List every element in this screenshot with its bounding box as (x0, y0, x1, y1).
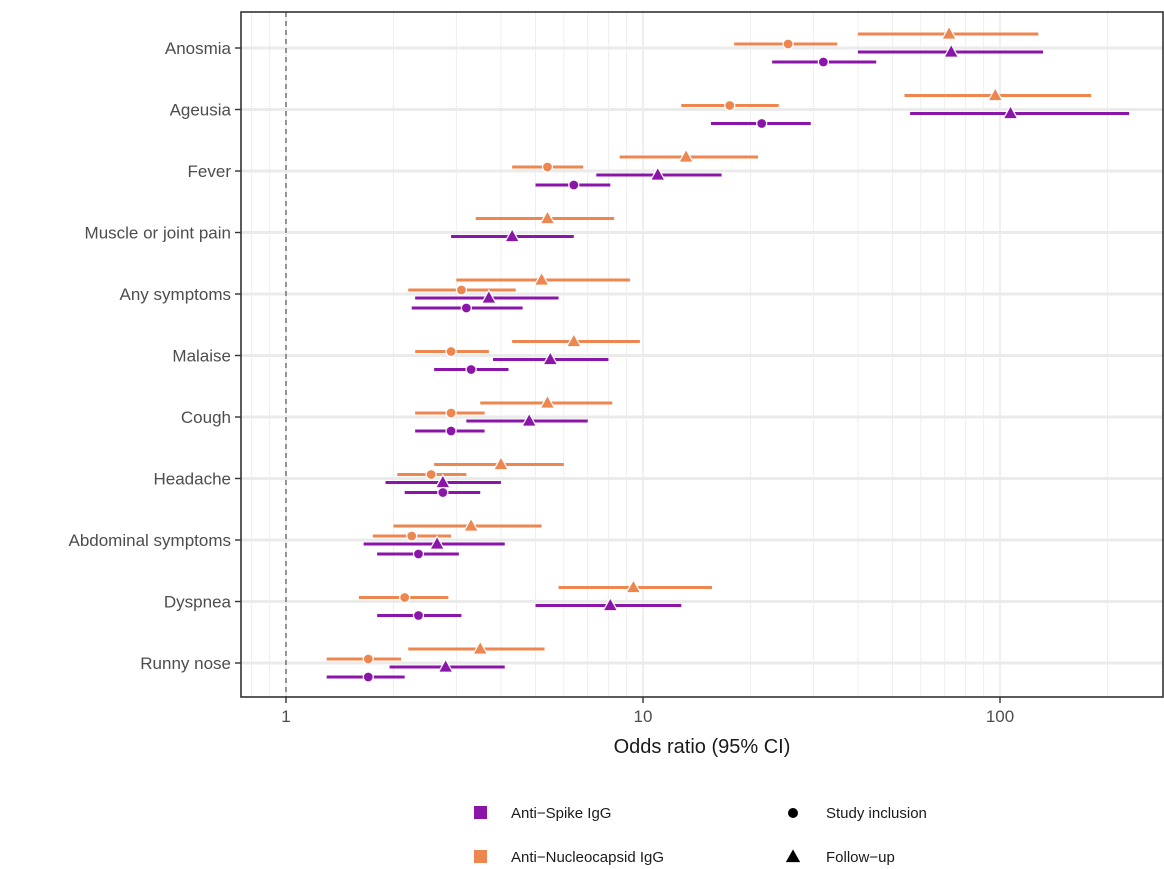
legend-triangle-marker (785, 849, 801, 863)
grid (241, 12, 1163, 697)
point-estimate-triangle (472, 640, 489, 655)
point-estimate-circle (756, 117, 768, 130)
point-estimate-triangle (940, 25, 958, 40)
point-estimate-triangle (649, 166, 666, 181)
point-estimate-circle (445, 425, 457, 437)
point-estimate-circle (425, 468, 437, 481)
point-estimate-triangle (539, 209, 556, 225)
legend-swatch (474, 850, 487, 863)
y-tick-label: Cough (181, 408, 231, 427)
point-estimate-circle (362, 671, 374, 683)
point-estimate-triangle (428, 535, 446, 550)
point-estimate-circle (437, 486, 449, 499)
point-estimate-triangle (943, 43, 960, 58)
point-estimate-circle (460, 302, 472, 314)
point-estimate-circle (782, 38, 794, 50)
x-tick-label: 1 (281, 707, 290, 726)
point-estimate-triangle (437, 658, 454, 673)
x-axis-title: Odds ratio (95% CI) (614, 736, 791, 758)
legend-label: Follow−up (826, 849, 895, 866)
point-estimate-triangle (602, 596, 619, 612)
point-estimate-circle (362, 653, 374, 665)
y-tick-label: Fever (188, 162, 232, 181)
legend-label: Anti−Nucleocapsid IgG (511, 849, 664, 866)
y-tick-label: Any symptoms (120, 285, 231, 304)
point-estimate-circle (399, 591, 411, 604)
point-estimate-triangle (533, 271, 550, 286)
point-estimate-triangle (503, 227, 521, 243)
legend-swatch (474, 806, 487, 819)
point-estimate-triangle (480, 289, 498, 304)
legend-circle-marker (788, 808, 798, 818)
point-estimate-circle (445, 407, 457, 419)
point-estimate-circle (465, 363, 477, 376)
point-estimate-triangle (492, 455, 510, 471)
y-axis: Anosmia Ageusia Fever Muscle or joint pain A… (68, 39, 241, 673)
point-estimate-circle (406, 530, 418, 542)
point-estimate-circle (412, 609, 425, 622)
marks (326, 25, 1130, 683)
point-estimate-triangle (1002, 104, 1019, 120)
legend-label: Study inclusion (826, 805, 927, 822)
point-estimate-circle (541, 161, 554, 173)
point-estimate-triangle (677, 148, 695, 163)
plot-panel-border (240, 11, 1164, 698)
y-tick-label: Muscle or joint pain (85, 224, 231, 243)
y-tick-label: Dyspnea (164, 593, 232, 612)
point-estimate-circle (455, 284, 468, 296)
y-tick-label: Malaise (172, 347, 231, 366)
point-estimate-triangle (539, 394, 556, 409)
x-tick-label: 10 (634, 707, 653, 726)
y-tick-label: Ageusia (170, 101, 232, 120)
point-estimate-circle (445, 345, 457, 358)
x-axis: 1 10 100 (281, 697, 1014, 726)
y-tick-label: Abdominal symptoms (68, 531, 231, 550)
point-estimate-triangle (542, 350, 559, 366)
legend: Anti−Spike IgG Anti−Nucleocapsid IgG Study… (474, 805, 927, 866)
y-tick-label: Anosmia (165, 39, 232, 58)
point-estimate-triangle (521, 412, 538, 427)
y-tick-label: Headache (153, 470, 231, 489)
point-estimate-circle (724, 99, 736, 112)
legend-label: Anti−Spike IgG (511, 805, 611, 822)
point-estimate-triangle (625, 578, 642, 594)
point-estimate-circle (412, 548, 425, 560)
point-estimate-triangle (565, 332, 582, 348)
point-estimate-circle (568, 179, 580, 191)
point-estimate-triangle (462, 517, 480, 532)
y-tick-label: Runny nose (140, 654, 231, 673)
point-estimate-triangle (987, 86, 1004, 102)
x-tick-label: 100 (986, 707, 1014, 726)
point-estimate-circle (817, 56, 829, 68)
